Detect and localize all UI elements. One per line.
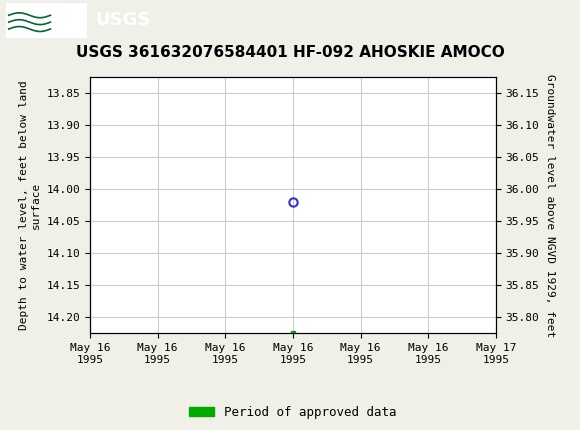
Text: USGS: USGS xyxy=(96,12,151,29)
Y-axis label: Groundwater level above NGVD 1929, feet: Groundwater level above NGVD 1929, feet xyxy=(545,74,555,337)
Legend: Period of approved data: Period of approved data xyxy=(184,401,401,424)
Text: USGS 361632076584401 HF-092 AHOSKIE AMOCO: USGS 361632076584401 HF-092 AHOSKIE AMOC… xyxy=(75,45,505,60)
Bar xyxy=(6,3,87,37)
Y-axis label: Depth to water level, feet below land
surface: Depth to water level, feet below land su… xyxy=(19,80,41,330)
